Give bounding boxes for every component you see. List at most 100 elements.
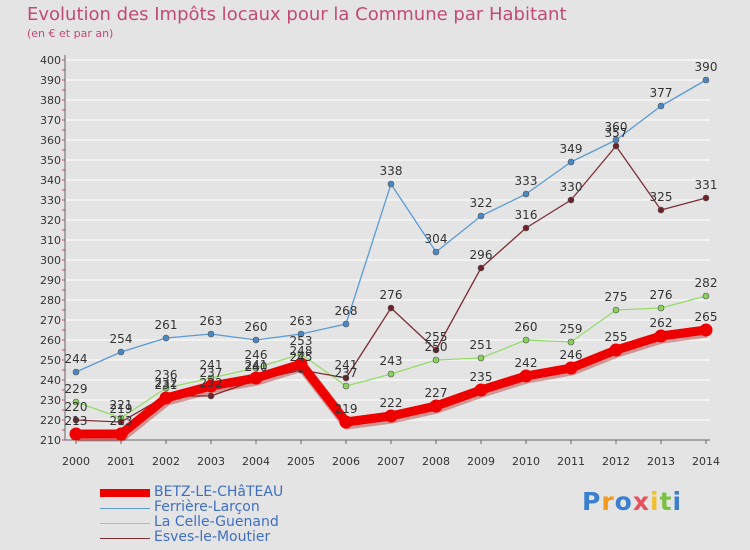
legend-label-celle: La Celle-Guenand <box>154 514 279 530</box>
data-label: 246 <box>560 348 583 362</box>
data-label: 246 <box>245 348 268 362</box>
data-label: 316 <box>515 208 538 222</box>
x-tick-label: 2013 <box>647 455 675 468</box>
y-tick-label: 380 <box>40 94 61 107</box>
data-point <box>519 369 533 383</box>
data-label: 322 <box>470 196 493 210</box>
data-label: 263 <box>290 314 313 328</box>
y-tick-label: 240 <box>40 374 61 387</box>
data-point <box>699 323 713 337</box>
data-point <box>72 368 80 376</box>
legend-label-betz: BETZ-LE-CHâTEAU <box>154 484 284 500</box>
data-label: 304 <box>425 232 448 246</box>
data-point <box>69 427 83 441</box>
x-tick-label: 2004 <box>242 455 270 468</box>
data-label: 237 <box>200 366 223 380</box>
data-label: 232 <box>200 376 223 390</box>
data-point <box>564 361 578 375</box>
y-tick-label: 280 <box>40 294 61 307</box>
data-point <box>339 415 353 429</box>
data-label: 213 <box>110 414 133 428</box>
data-label: 221 <box>110 398 133 412</box>
data-point <box>117 418 125 426</box>
data-point <box>657 102 665 110</box>
data-label: 360 <box>605 120 628 134</box>
data-label: 232 <box>155 376 178 390</box>
data-point <box>387 370 395 378</box>
data-point <box>162 334 170 342</box>
y-tick-label: 270 <box>40 314 61 327</box>
data-label: 275 <box>605 290 628 304</box>
x-tick-label: 2012 <box>602 455 630 468</box>
y-tick-label: 230 <box>40 394 61 407</box>
data-label: 236 <box>155 368 178 382</box>
x-tick-label: 2000 <box>62 455 90 468</box>
data-label: 260 <box>245 320 268 334</box>
data-label: 268 <box>335 304 358 318</box>
data-label: 261 <box>155 318 178 332</box>
data-label: 241 <box>245 358 268 372</box>
y-tick-label: 340 <box>40 174 61 187</box>
data-point <box>342 382 350 390</box>
data-point <box>387 304 395 312</box>
legend-item-esves: Esves-le-Moutier <box>96 529 356 546</box>
legend-item-ferriere: Ferrière-Larçon <box>96 499 356 516</box>
data-label: 263 <box>200 314 223 328</box>
logo-letter: P <box>582 487 602 516</box>
legend-label-ferriere: Ferrière-Larçon <box>154 499 260 515</box>
data-label: 390 <box>695 60 718 74</box>
chart-subtitle: (en € et par an) <box>27 27 114 40</box>
data-point <box>297 330 305 338</box>
data-label: 231 <box>155 378 178 392</box>
data-label: 240 <box>245 360 268 374</box>
y-tick-label: 370 <box>40 114 61 127</box>
legend-swatch-celle <box>100 523 150 524</box>
data-point <box>159 391 173 405</box>
data-label: 276 <box>650 288 673 302</box>
data-label: 333 <box>515 174 538 188</box>
legend-item-celle: La Celle-Guenand <box>96 514 356 531</box>
data-point <box>117 348 125 356</box>
data-point <box>204 379 218 393</box>
y-tick-label: 350 <box>40 154 61 167</box>
data-label: 357 <box>605 126 628 140</box>
data-point <box>342 374 350 382</box>
logo-letter: i <box>650 487 660 516</box>
data-point <box>249 371 263 385</box>
data-point <box>207 330 215 338</box>
legend-swatch-ferriere <box>100 508 150 509</box>
data-label: 296 <box>470 248 493 262</box>
logo-letter: r <box>601 487 615 516</box>
data-point <box>432 248 440 256</box>
data-label: 213 <box>65 414 88 428</box>
data-label: 245 <box>290 350 313 364</box>
y-tick-label: 290 <box>40 274 61 287</box>
data-point <box>297 350 305 358</box>
data-label: 235 <box>470 370 493 384</box>
data-point <box>252 364 260 372</box>
data-label: 244 <box>65 352 88 366</box>
y-tick-label: 220 <box>40 414 61 427</box>
data-label: 251 <box>470 338 493 352</box>
data-point <box>522 224 530 232</box>
x-tick-label: 2006 <box>332 455 360 468</box>
logo-letter: i <box>672 487 683 516</box>
data-point <box>72 416 80 424</box>
x-tick-label: 2007 <box>377 455 405 468</box>
data-label: 250 <box>425 340 448 354</box>
x-tick-label: 2011 <box>557 455 585 468</box>
data-point <box>522 190 530 198</box>
logo-letter: o <box>614 487 633 516</box>
proxiti-logo: Proxiti <box>582 487 682 516</box>
chart-title: Evolution des Impôts locaux pour la Comm… <box>27 4 567 25</box>
y-tick-labels: 210 220 230 240 250 260 270 280 290 300 310 320 330 3… <box>40 54 61 447</box>
data-label: 242 <box>515 356 538 370</box>
data-point <box>162 384 170 392</box>
data-point <box>612 306 620 314</box>
logo-letter: x <box>632 487 650 516</box>
y-tick-label: 260 <box>40 334 61 347</box>
data-label: 227 <box>425 386 448 400</box>
x-tick-label: 2010 <box>512 455 540 468</box>
legend-label-esves: Esves-le-Moutier <box>154 529 271 545</box>
